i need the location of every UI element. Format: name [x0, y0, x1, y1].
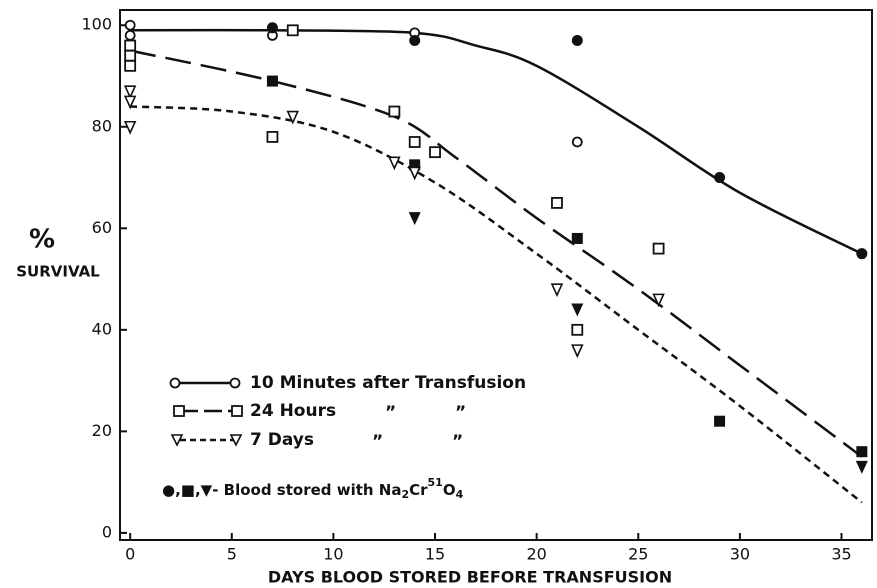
- data-point: [550, 283, 564, 298]
- legend-marker: [229, 434, 243, 447]
- x-tick-label: 30: [730, 545, 750, 564]
- x-tick-label: 25: [628, 545, 648, 564]
- plot-frame: [119, 9, 873, 541]
- data-point: [124, 19, 136, 31]
- data-point: [388, 105, 401, 118]
- data-point: [429, 146, 441, 159]
- note-sup: 51: [428, 476, 443, 489]
- data-point: [855, 460, 868, 474]
- data-point: [123, 95, 137, 110]
- data-point: [388, 156, 401, 171]
- ditto-mark: ”: [455, 403, 466, 423]
- ditto-mark: ”: [372, 432, 383, 452]
- legend-marker: [229, 377, 241, 389]
- data-point: [266, 75, 278, 87]
- note-text: ●,■,▼- Blood stored with Na: [162, 481, 401, 499]
- data-point: [124, 39, 137, 52]
- x-tick-label: 15: [425, 545, 445, 564]
- data-point: [714, 172, 726, 184]
- legend-marker: [170, 434, 184, 447]
- data-point: [856, 446, 868, 458]
- x-axis-label: DAYS BLOOD STORED BEFORE TRANSFUSION: [268, 568, 672, 587]
- data-point: [124, 49, 137, 62]
- x-tick-label: 20: [526, 545, 546, 564]
- data-point: [408, 212, 421, 226]
- data-point: [408, 136, 421, 148]
- note-text: O: [443, 481, 456, 499]
- data-point: [266, 22, 278, 34]
- data-point: [286, 110, 299, 125]
- y-tick-label: 80: [92, 116, 112, 135]
- data-point: [286, 24, 299, 37]
- legend-label: 7 Days: [250, 430, 314, 450]
- data-point: [408, 166, 421, 181]
- y-tick-label: 100: [81, 15, 112, 34]
- data-point: [123, 120, 137, 135]
- data-point: [652, 293, 665, 308]
- data-point: [551, 197, 563, 209]
- data-point: [652, 242, 665, 255]
- x-tick-label: 5: [227, 545, 237, 564]
- data-point: [266, 131, 279, 143]
- data-point: [571, 34, 583, 46]
- y-axis-symbol: %: [29, 225, 55, 255]
- data-point: [571, 303, 584, 317]
- note-sub: 2: [401, 488, 409, 501]
- legend: 10 Minutes after Transfusion 24 Hours ” …: [162, 373, 526, 501]
- legend-label: 24 Hours: [250, 401, 336, 421]
- y-tick-label: 40: [92, 319, 112, 338]
- legend-marker: [231, 405, 243, 417]
- note-sub: 4: [456, 488, 464, 501]
- y-tick-label: 0: [102, 522, 112, 541]
- data-point: [571, 136, 583, 148]
- legend-label: 10 Minutes after Transfusion: [250, 373, 526, 393]
- data-point: [714, 415, 726, 427]
- data-point: [571, 232, 583, 244]
- legend-note: ●,■,▼- Blood stored with Na2Cr51O4: [162, 476, 464, 501]
- x-tick-label: 10: [323, 545, 343, 564]
- data-point: [124, 29, 136, 41]
- ditto-mark: ”: [452, 432, 463, 452]
- data-point: [409, 34, 421, 46]
- y-tick-label: 60: [92, 218, 112, 237]
- data-point: [856, 248, 868, 260]
- y-tick-label: 20: [92, 421, 112, 440]
- data-point: [571, 323, 584, 336]
- ditto-mark: ”: [385, 403, 396, 423]
- note-text: Cr: [409, 481, 428, 499]
- data-point: [571, 344, 584, 359]
- legend-marker: [173, 405, 185, 417]
- fit-curve: [130, 105, 863, 504]
- fit-curve: [130, 28, 863, 255]
- legend-marker: [169, 377, 181, 389]
- data-point: [124, 59, 137, 72]
- data-point: [123, 85, 137, 100]
- x-tick-label: 0: [125, 545, 135, 564]
- y-axis-label: SURVIVAL: [16, 263, 100, 281]
- x-tick-label: 35: [831, 545, 851, 564]
- data-point: [409, 159, 421, 171]
